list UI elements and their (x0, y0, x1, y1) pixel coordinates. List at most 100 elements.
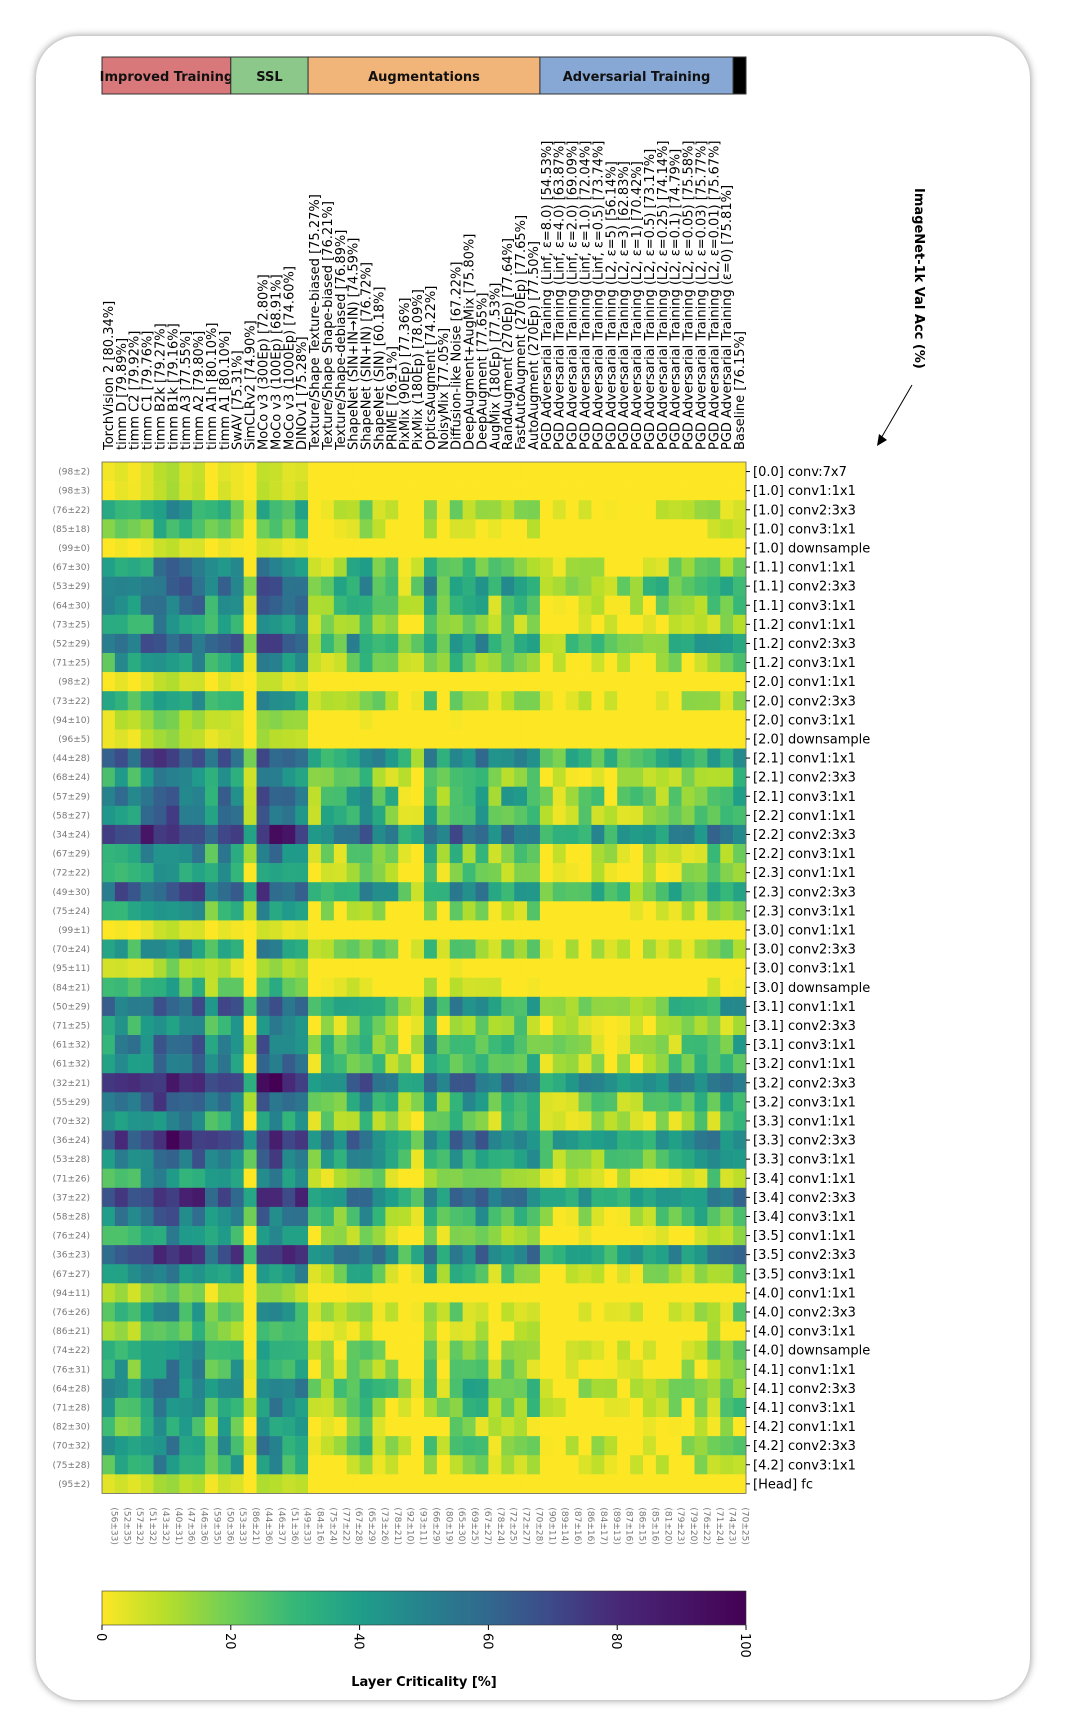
heatmap-cell (539, 1359, 554, 1380)
heatmap-cell (488, 691, 502, 711)
heatmap-cell (398, 1035, 412, 1055)
heatmap-cell (308, 977, 322, 998)
heatmap-cell (308, 1149, 322, 1169)
row-stat-38: (37±22) (53, 1193, 90, 1203)
heatmap-cell (359, 1130, 373, 1150)
heatmap-cell (256, 1092, 270, 1112)
heatmap-cell (539, 1340, 554, 1360)
heatmap-cell (205, 538, 219, 558)
heatmap-cell (449, 1168, 463, 1189)
model-label-24: PixMix (180Ep) [78.09%] (411, 289, 426, 450)
heatmap-cell (179, 1397, 193, 1418)
row-stat-11: (98±2) (58, 678, 90, 688)
heatmap-cell (733, 1245, 747, 1265)
heatmap-cell (642, 729, 657, 749)
heatmap-cell (127, 844, 141, 864)
accuracy-arrow-head (877, 434, 887, 446)
heatmap-cell (578, 1073, 592, 1093)
heatmap-cell (681, 958, 695, 978)
heatmap-cell (488, 1264, 502, 1284)
heatmap-cell (694, 1245, 708, 1265)
heatmap-cell (591, 1455, 605, 1475)
heatmap-cell (436, 977, 451, 998)
heatmap-cell (140, 1130, 154, 1150)
heatmap-cell (462, 1340, 476, 1360)
heatmap-cell (269, 1436, 283, 1456)
heatmap-cell (436, 1015, 451, 1036)
heatmap-cell (539, 729, 554, 749)
heatmap-cell (720, 882, 734, 902)
heatmap-cell (102, 1130, 116, 1150)
heatmap-cell (230, 1417, 244, 1437)
heatmap-cell (694, 1111, 708, 1131)
heatmap-cell (539, 977, 554, 998)
heatmap-cell (655, 1187, 670, 1208)
heatmap-cell (449, 1436, 463, 1456)
heatmap-cell (282, 462, 296, 482)
heatmap-cell (539, 844, 554, 864)
heatmap-cell (398, 538, 412, 558)
heatmap-cell (192, 1015, 206, 1036)
heatmap-cell (217, 1302, 232, 1322)
heatmap-cell (308, 901, 322, 921)
heatmap-cell (205, 557, 219, 577)
heatmap-cell (617, 920, 631, 940)
heatmap-cell (346, 1149, 360, 1169)
heatmap-cell (346, 996, 360, 1017)
heatmap-cell (604, 1359, 618, 1380)
heatmap-cell (436, 576, 451, 596)
heatmap-cell (565, 748, 579, 768)
heatmap-cell (243, 519, 257, 539)
heatmap-cell (720, 538, 734, 558)
heatmap-cell (192, 1321, 206, 1341)
heatmap-cell (514, 958, 528, 978)
heatmap-cell (475, 557, 489, 577)
heatmap-cell (411, 1359, 425, 1380)
heatmap-cell (514, 1283, 528, 1303)
heatmap-cell (166, 958, 180, 978)
heatmap-cell (694, 1359, 708, 1380)
heatmap-cell (411, 1168, 425, 1189)
heatmap-cell (333, 1283, 348, 1303)
row-stat-19: (34±24) (53, 830, 90, 840)
heatmap-cell (733, 557, 747, 577)
heatmap-cell (166, 519, 180, 539)
heatmap-cell (617, 996, 631, 1017)
heatmap-cell (449, 805, 463, 826)
heatmap-cell (217, 633, 232, 654)
heatmap-cell (604, 1340, 618, 1360)
heatmap-cell (320, 1397, 335, 1418)
heatmap-cell (565, 1378, 579, 1399)
heatmap-cell (385, 882, 399, 902)
heatmap-cell (114, 882, 129, 902)
heatmap-cell (424, 805, 438, 826)
heatmap-cell (578, 614, 592, 635)
heatmap-cell (527, 1226, 541, 1246)
heatmap-cell (668, 1015, 682, 1036)
heatmap-cell (617, 595, 631, 616)
layer-label-51: [4.2] conv2:3x3 (753, 1439, 856, 1454)
heatmap-cell (308, 1378, 322, 1399)
heatmap-cell (333, 1073, 348, 1093)
heatmap-cell (114, 1340, 129, 1360)
heatmap-cell (539, 1436, 554, 1456)
heatmap-cell (642, 1206, 657, 1227)
heatmap-cell (127, 748, 141, 768)
col-stat-30: (78±24) (495, 1507, 505, 1544)
heatmap-cell (694, 691, 708, 711)
heatmap-cell (707, 1130, 721, 1150)
heatmap-cell (630, 500, 644, 520)
heatmap-cell (230, 939, 244, 959)
heatmap-cell (694, 1015, 708, 1036)
heatmap-cell (217, 805, 232, 826)
heatmap-cell (642, 462, 657, 482)
heatmap-cell (333, 844, 348, 864)
layer-row-labels: [0.0] conv:7x7[1.0] conv1:1x1[1.0] conv2… (746, 465, 870, 1492)
heatmap-cell (127, 614, 141, 635)
heatmap-cell (694, 1283, 708, 1303)
heatmap-cell (668, 1111, 682, 1131)
heatmap-cell (230, 1302, 244, 1322)
heatmap-cell (707, 538, 721, 558)
heatmap-cell (243, 729, 257, 749)
